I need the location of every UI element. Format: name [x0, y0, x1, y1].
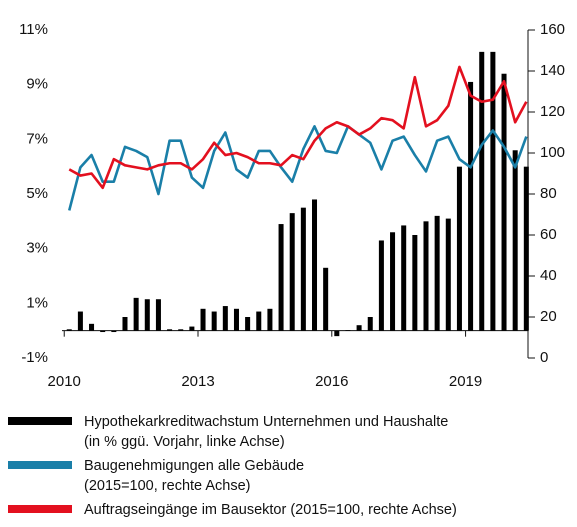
bar — [412, 235, 418, 331]
legend-swatch — [8, 461, 72, 469]
line-series — [68, 65, 528, 190]
bar — [312, 199, 318, 331]
bar — [479, 51, 485, 331]
legend-label: Baugenehmigungen alle Gebäude (2015=100,… — [84, 458, 305, 494]
y2-tick-label: 160 — [540, 21, 565, 38]
x-tick-label: 2019 — [449, 373, 482, 390]
y-tick-label: 5% — [26, 185, 48, 202]
bar — [300, 207, 306, 331]
legend-label: Auftragseingänge im Bausektor (2015=100,… — [84, 502, 457, 518]
bar — [289, 213, 295, 331]
y-tick-label: 1% — [26, 294, 48, 311]
bar — [167, 329, 173, 331]
y2-tick-label: 100 — [540, 144, 565, 161]
bar — [245, 317, 251, 331]
y-tick-label: 9% — [26, 76, 48, 93]
y-tick-label: 3% — [26, 240, 48, 257]
bar — [345, 330, 351, 331]
y2-tick-label: 80 — [540, 185, 557, 202]
bar — [89, 323, 95, 331]
y2-tick-label: 60 — [540, 226, 557, 243]
bar — [155, 299, 161, 331]
legend-item: Auftragseingänge im Bausektor (2015=100,… — [8, 500, 568, 520]
y2-tick-label: 120 — [540, 103, 565, 120]
y-tick-label: 11% — [19, 21, 48, 38]
legend: Hypothekarkreditwachstum Unternehmen und… — [8, 412, 568, 524]
bar — [501, 73, 507, 331]
bar — [233, 308, 239, 331]
x-tick-label: 2010 — [48, 373, 81, 390]
bar — [144, 299, 150, 331]
y2-tick-label: 0 — [540, 349, 548, 366]
chart: -1% 1% 3% 5% 7% 9% 11% 0 20 40 60 80 100 120 140 160 201… — [19, 21, 565, 390]
y-tick-label: -1% — [21, 349, 48, 366]
bar — [523, 166, 529, 331]
bar — [356, 325, 362, 331]
bar — [189, 326, 195, 331]
x-tick-label: 2016 — [315, 373, 348, 390]
x-tick-label: 2013 — [181, 373, 214, 390]
y2-tick-label: 40 — [540, 267, 557, 284]
bar — [178, 329, 184, 331]
legend-item: Hypothekarkreditwachstum Unternehmen und… — [8, 412, 568, 452]
bar — [334, 330, 340, 337]
bar — [367, 317, 373, 331]
bar — [390, 232, 396, 331]
bar — [267, 308, 273, 331]
y2-tick-label: 140 — [540, 62, 565, 79]
bar — [77, 311, 83, 331]
bar — [100, 330, 106, 333]
bar — [133, 297, 139, 331]
bar — [111, 330, 117, 333]
bar — [468, 81, 474, 331]
bar — [66, 329, 72, 331]
bar — [423, 221, 429, 331]
y-tick-label: 7% — [26, 130, 48, 147]
bar — [122, 317, 128, 331]
bar — [490, 51, 496, 331]
bar — [456, 166, 462, 331]
bar — [323, 267, 329, 331]
bar — [256, 311, 262, 331]
y2-tick-label: 20 — [540, 308, 557, 325]
bar — [445, 218, 451, 331]
bar — [378, 240, 384, 331]
bar — [512, 150, 518, 331]
bar — [211, 311, 217, 331]
bar — [222, 306, 228, 331]
bar — [434, 215, 440, 331]
legend-label: Hypothekarkreditwachstum Unternehmen und… — [84, 414, 449, 450]
line-series — [67, 125, 528, 211]
legend-swatch — [8, 505, 72, 513]
legend-item: Baugenehmigungen alle Gebäude (2015=100,… — [8, 456, 568, 496]
bar — [200, 308, 206, 331]
legend-swatch — [8, 417, 72, 425]
bar — [278, 224, 284, 331]
bar — [401, 225, 407, 331]
